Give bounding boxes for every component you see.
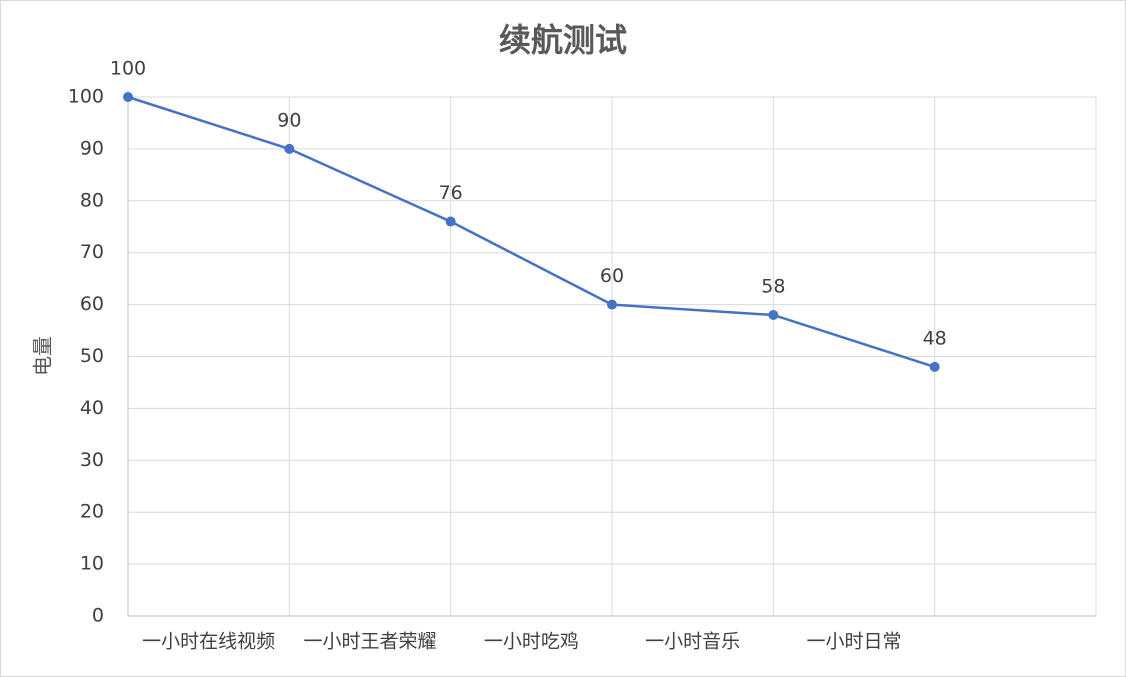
y-tick-label: 80 [80,189,104,211]
y-tick-label: 40 [80,397,104,419]
x-tick-label: 一小时日常 [806,631,901,653]
y-tick-label: 30 [80,449,104,471]
marker [445,216,456,227]
chart-title: 续航测试 [499,21,627,59]
y-tick-label: 100 [68,86,104,108]
x-tick-label: 一小时吃鸡 [484,631,579,653]
marker [929,361,940,372]
line [127,95,936,369]
data-label: 60 [600,265,624,287]
marker [284,143,295,154]
y-tick-label: 50 [80,345,104,367]
y-tick-label: 0 [92,605,104,627]
y-tick-label: 60 [80,293,104,315]
marker [768,309,779,320]
x-tick-label: 一小时王者荣耀 [303,631,436,653]
y-axis-label: 电量 [31,336,55,376]
marker [123,92,133,102]
y-tick-label: 20 [80,501,104,523]
data-label: 58 [761,275,785,297]
x-tick-label: 一小时音乐 [645,631,740,653]
data-label: 100 [110,58,146,80]
marker [607,299,617,310]
y-tick-label: 90 [80,137,104,159]
x-tick-label: 一小时在线视频 [142,631,275,653]
y-tick-label: 70 [80,241,104,263]
data-label: 48 [923,327,947,349]
y-tick-label: 10 [80,553,104,575]
data-label: 90 [277,109,301,131]
data-label: 76 [439,182,463,204]
